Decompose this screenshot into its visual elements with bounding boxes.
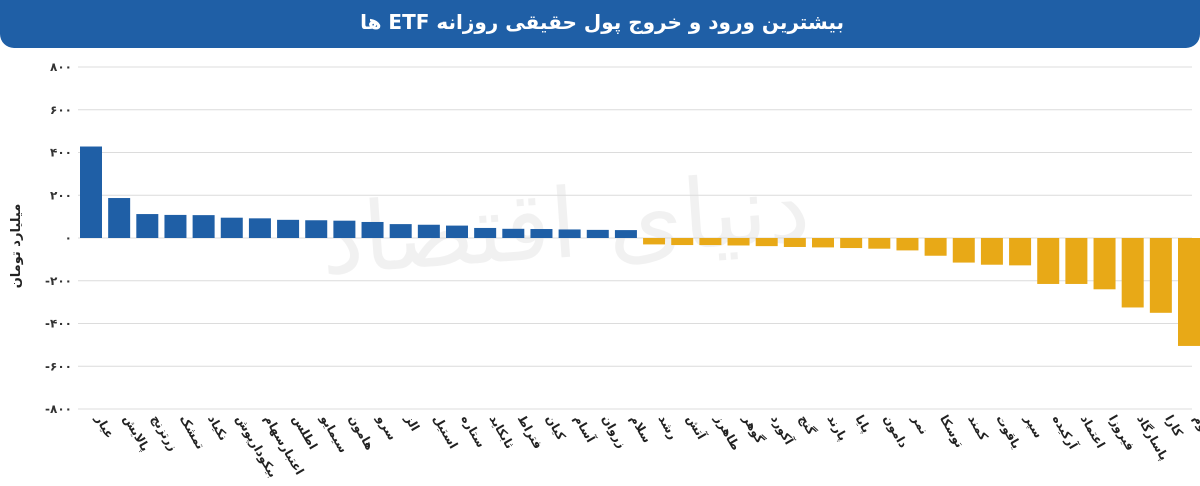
bar [727,238,750,246]
bar [896,238,919,251]
x-tick-label: نمر [908,412,931,437]
x-tick-label: زروان [598,413,629,451]
bar [389,224,412,238]
bar [980,238,1003,265]
bar [558,229,581,238]
y-tick-label: ۲۰۰ [50,188,72,202]
bar [671,238,694,246]
bar [1065,238,1088,284]
x-tick-label: عیار [92,412,117,441]
bar [924,238,947,256]
bar [868,238,891,249]
x-tick-label: اعتماد [1078,413,1108,451]
x-tick-label: سیمایو [316,412,350,456]
title-bar: بیشترین ورود و خروج پول حقیقی روزانه ETF… [0,0,1200,48]
x-tick-label: پارند [824,413,850,444]
bar [1093,238,1116,290]
bar [446,225,468,238]
x-tick-label: ثابکاید [487,413,517,452]
bar [840,238,863,249]
y-tick-label: -۴۰۰ [45,317,72,331]
y-tick-label: -۲۰۰ [45,274,72,288]
bar [248,218,271,238]
bar [220,217,243,238]
bar [474,227,497,238]
x-tick-label: دامون [880,413,911,451]
bar [699,238,722,246]
bars [80,146,1200,346]
x-tick-label: کارا [1162,413,1185,440]
bar [361,221,384,238]
chart-title: بیشترین ورود و خروج پول حقیقی روزانه ETF… [360,10,844,34]
bar [108,198,131,238]
y-tick-label: ۸۰۰ [50,60,72,74]
bar [586,229,609,238]
x-tick-label: گنج [796,413,818,438]
bar [614,230,637,238]
bar [1009,238,1032,266]
y-tick-label: -۸۰۰ [45,402,72,416]
x-tick-label: توسکا [936,413,967,451]
x-tick-label: تمشک [177,413,208,452]
x-tick-label: الز [402,412,423,434]
x-tick-label: کمند [965,413,991,443]
x-tick-label: ستاره [458,413,488,450]
y-tick-label: -۶۰۰ [45,359,72,373]
bar [164,214,187,238]
bar [643,238,666,245]
x-tick-label: نکیاد [205,413,231,443]
x-tick-label: گوهر [739,412,768,447]
x-tick-label: آتش [684,412,710,442]
x-tick-label: طاهرز [711,412,743,453]
x-tick-label: آسام [570,412,599,446]
bar [305,220,328,238]
x-tick-label: آرکیده [1050,412,1082,452]
bar [1178,238,1200,346]
bar [333,220,356,238]
x-tick-label: آکورد [767,412,797,448]
bar [136,214,159,238]
x-tick-label: سلام [626,413,654,446]
x-tick-label: کیان [543,413,568,443]
x-tick-label: استیل [430,413,460,452]
bar [1037,238,1060,284]
bar [502,228,525,238]
x-tick-label: پالایش [121,413,153,454]
x-tick-label: سپر [1021,412,1046,441]
bar [417,224,440,238]
x-tick-label: رشد [655,413,680,442]
bar [1149,238,1172,313]
bar [530,229,553,238]
bar [755,238,778,247]
bar [192,215,215,238]
x-tick-label: یاقوت [992,413,1023,452]
bar [1121,238,1144,308]
x-tick-label: فیروزا [1105,413,1137,454]
bar [783,238,806,247]
y-tick-label: ۶۰۰ [50,103,72,117]
bar [812,238,834,248]
x-tick-label: فتراط [515,413,546,452]
x-tick-label: زرتزنج [149,413,181,454]
x-tick-label: پایا [853,413,874,436]
x-tick-label: تداوم [1190,413,1200,448]
x-tick-label: سرو [373,412,400,444]
y-axis-ticks: ۸۰۰ ۶۰۰ ۴۰۰ ۲۰۰ ۰ -۲۰۰ -۴۰۰ -۶۰۰ -۸۰۰ [45,60,72,416]
y-axis-label: میلیارد تومان [9,204,24,289]
y-tick-label: ۴۰۰ [50,146,72,160]
bar [80,146,102,238]
bar [277,219,300,238]
bar [952,238,975,263]
y-tick-label: ۰ [65,231,72,245]
x-tick-label: اطلس [289,413,320,452]
